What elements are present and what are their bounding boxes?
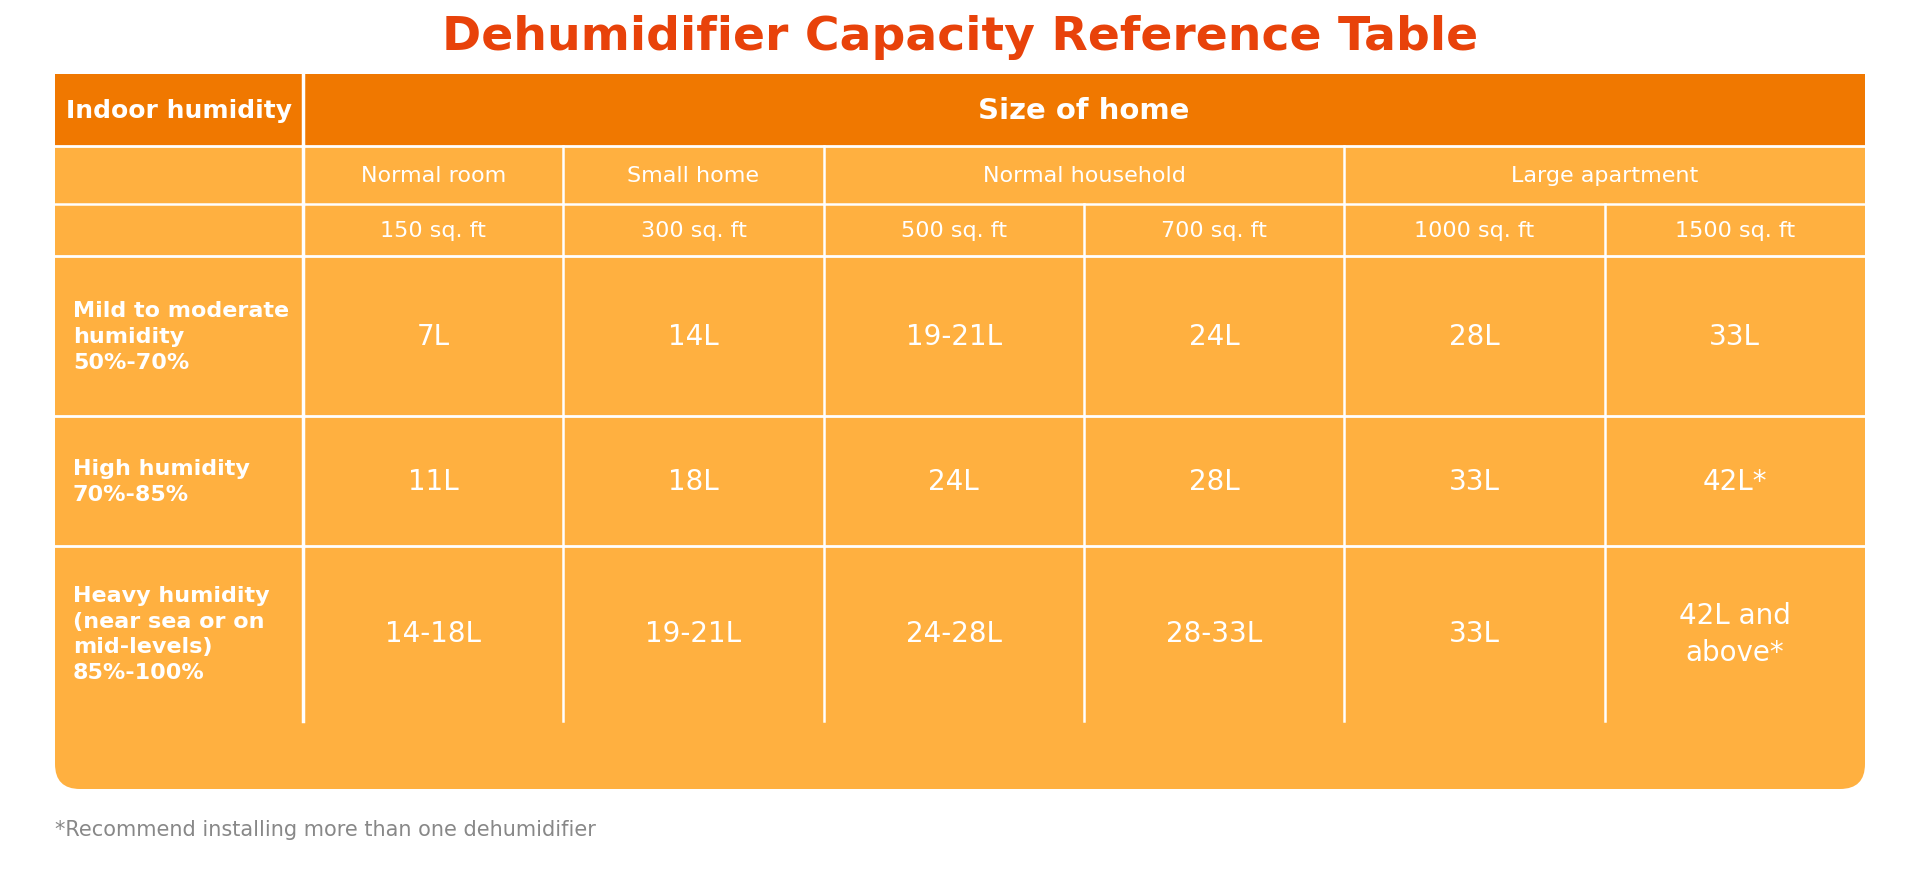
Text: 14L: 14L: [668, 322, 718, 350]
Text: Large apartment: Large apartment: [1511, 166, 1699, 186]
FancyBboxPatch shape: [1085, 256, 1344, 416]
Text: 19-21L: 19-21L: [645, 620, 741, 647]
Text: Mild to moderate
humidity
50%-70%: Mild to moderate humidity 50%-70%: [73, 301, 290, 372]
Text: 33L: 33L: [1709, 322, 1761, 350]
Text: 33L: 33L: [1450, 468, 1500, 495]
Text: 500 sq. ft: 500 sq. ft: [900, 221, 1006, 241]
FancyBboxPatch shape: [1344, 547, 1605, 721]
Text: Heavy humidity
(near sea or on
mid-levels)
85%-100%: Heavy humidity (near sea or on mid-level…: [73, 586, 269, 682]
FancyBboxPatch shape: [56, 147, 303, 205]
Text: Indoor humidity: Indoor humidity: [65, 99, 292, 123]
Text: 1500 sq. ft: 1500 sq. ft: [1674, 221, 1795, 241]
FancyBboxPatch shape: [56, 75, 1864, 789]
Text: 14-18L: 14-18L: [386, 620, 482, 647]
FancyBboxPatch shape: [56, 256, 303, 416]
Text: 150 sq. ft: 150 sq. ft: [380, 221, 486, 241]
FancyBboxPatch shape: [56, 416, 303, 547]
FancyBboxPatch shape: [1344, 256, 1605, 416]
Text: Size of home: Size of home: [979, 96, 1190, 125]
FancyBboxPatch shape: [563, 205, 824, 256]
FancyBboxPatch shape: [1085, 416, 1344, 547]
Text: Dehumidifier Capacity Reference Table: Dehumidifier Capacity Reference Table: [442, 16, 1478, 61]
FancyBboxPatch shape: [56, 205, 303, 256]
FancyBboxPatch shape: [824, 205, 1085, 256]
Text: Normal room: Normal room: [361, 166, 505, 186]
Text: *Recommend installing more than one dehumidifier: *Recommend installing more than one dehu…: [56, 819, 595, 839]
Text: 11L: 11L: [407, 468, 459, 495]
FancyBboxPatch shape: [1344, 205, 1605, 256]
FancyBboxPatch shape: [824, 256, 1085, 416]
FancyBboxPatch shape: [1085, 205, 1344, 256]
FancyBboxPatch shape: [824, 547, 1085, 721]
FancyBboxPatch shape: [1605, 256, 1864, 416]
FancyBboxPatch shape: [824, 147, 1344, 205]
FancyBboxPatch shape: [303, 256, 563, 416]
Text: 1000 sq. ft: 1000 sq. ft: [1415, 221, 1534, 241]
FancyBboxPatch shape: [1605, 416, 1864, 547]
FancyBboxPatch shape: [563, 256, 824, 416]
Text: 24L: 24L: [929, 468, 979, 495]
Text: High humidity
70%-85%: High humidity 70%-85%: [73, 459, 250, 504]
FancyBboxPatch shape: [563, 147, 824, 205]
Text: 18L: 18L: [668, 468, 718, 495]
FancyBboxPatch shape: [303, 547, 563, 721]
Text: 300 sq. ft: 300 sq. ft: [641, 221, 747, 241]
FancyBboxPatch shape: [824, 416, 1085, 547]
FancyBboxPatch shape: [303, 416, 563, 547]
Text: 28-33L: 28-33L: [1165, 620, 1261, 647]
Text: 42L and
above*: 42L and above*: [1678, 601, 1791, 667]
FancyBboxPatch shape: [56, 547, 303, 721]
FancyBboxPatch shape: [1344, 147, 1864, 205]
Text: 700 sq. ft: 700 sq. ft: [1162, 221, 1267, 241]
Text: 28L: 28L: [1188, 468, 1240, 495]
Text: Small home: Small home: [628, 166, 760, 186]
FancyBboxPatch shape: [303, 147, 563, 205]
Text: 28L: 28L: [1450, 322, 1500, 350]
FancyBboxPatch shape: [303, 75, 1864, 147]
FancyBboxPatch shape: [303, 205, 563, 256]
FancyBboxPatch shape: [1344, 416, 1605, 547]
FancyBboxPatch shape: [1605, 547, 1864, 721]
FancyBboxPatch shape: [1085, 547, 1344, 721]
FancyBboxPatch shape: [563, 547, 824, 721]
Text: Normal household: Normal household: [983, 166, 1185, 186]
Text: 24L: 24L: [1188, 322, 1240, 350]
FancyBboxPatch shape: [563, 416, 824, 547]
Text: 19-21L: 19-21L: [906, 322, 1002, 350]
Text: 24-28L: 24-28L: [906, 620, 1002, 647]
Text: 7L: 7L: [417, 322, 449, 350]
FancyBboxPatch shape: [56, 75, 303, 147]
Text: 42L*: 42L*: [1703, 468, 1766, 495]
FancyBboxPatch shape: [1605, 205, 1864, 256]
Text: 33L: 33L: [1450, 620, 1500, 647]
